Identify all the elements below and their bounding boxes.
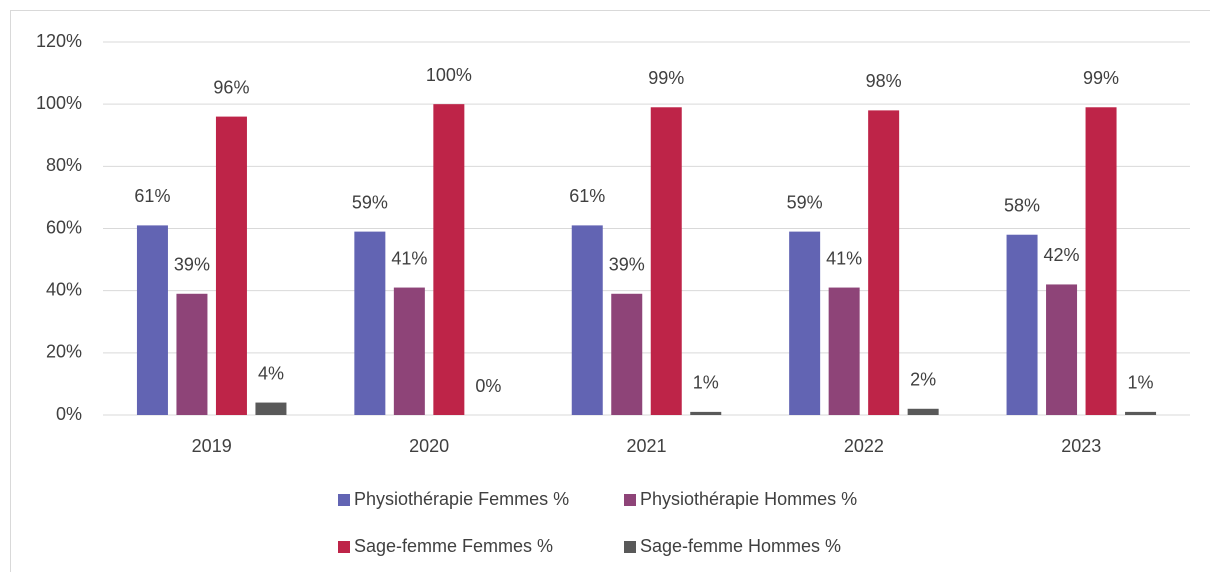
data-label: 1%	[693, 373, 719, 393]
data-label: 99%	[1083, 68, 1119, 88]
x-tick-label: 2019	[192, 436, 232, 456]
data-label: 59%	[787, 192, 823, 212]
y-tick-label: 80%	[46, 155, 82, 175]
legend-label: Sage-femme Hommes %	[640, 536, 841, 556]
legend-swatch	[338, 494, 350, 506]
y-tick-label: 120%	[36, 31, 82, 51]
data-label: 59%	[352, 192, 388, 212]
bar	[690, 411, 722, 415]
y-tick-label: 100%	[36, 93, 82, 113]
data-label: 0%	[475, 376, 501, 396]
data-label: 4%	[258, 363, 284, 383]
bar	[868, 110, 900, 415]
legend-swatch	[338, 541, 350, 553]
bar	[215, 116, 247, 415]
x-tick-label: 2022	[844, 436, 884, 456]
legend-swatch	[624, 541, 636, 553]
bar	[176, 293, 208, 415]
data-label: 61%	[134, 186, 170, 206]
bar	[611, 293, 643, 415]
data-label: 1%	[1128, 373, 1154, 393]
legend-label: Physiothérapie Femmes %	[354, 489, 569, 509]
data-label: 41%	[391, 248, 427, 268]
bar	[255, 402, 287, 415]
data-label: 41%	[826, 248, 862, 268]
y-tick-label: 60%	[46, 217, 82, 237]
x-tick-label: 2021	[626, 436, 666, 456]
bar	[789, 231, 821, 415]
data-label: 39%	[174, 255, 210, 275]
x-tick-label: 2020	[409, 436, 449, 456]
bar	[1085, 107, 1117, 416]
chart-frame	[10, 10, 1210, 572]
bar	[1006, 234, 1038, 415]
bar	[393, 287, 425, 415]
data-label: 96%	[213, 77, 249, 97]
bar	[571, 225, 603, 415]
y-tick-label: 20%	[46, 342, 82, 362]
bar	[1125, 411, 1157, 415]
data-label: 98%	[866, 71, 902, 91]
legend-label: Physiothérapie Hommes %	[640, 489, 857, 509]
data-label: 61%	[569, 186, 605, 206]
data-label: 42%	[1044, 245, 1080, 265]
legend-swatch	[624, 494, 636, 506]
bar	[1046, 284, 1078, 415]
bar	[136, 225, 168, 415]
data-label: 99%	[648, 68, 684, 88]
bar	[907, 408, 939, 415]
bar	[433, 104, 465, 416]
y-tick-label: 0%	[56, 404, 82, 424]
y-tick-label: 40%	[46, 279, 82, 299]
legend-label: Sage-femme Femmes %	[354, 536, 553, 556]
data-label: 100%	[426, 65, 472, 85]
bar	[650, 107, 682, 416]
x-tick-label: 2023	[1061, 436, 1101, 456]
data-label: 39%	[609, 255, 645, 275]
bar	[354, 231, 386, 415]
data-label: 58%	[1004, 195, 1040, 215]
bar	[828, 287, 860, 415]
data-label: 2%	[910, 370, 936, 390]
